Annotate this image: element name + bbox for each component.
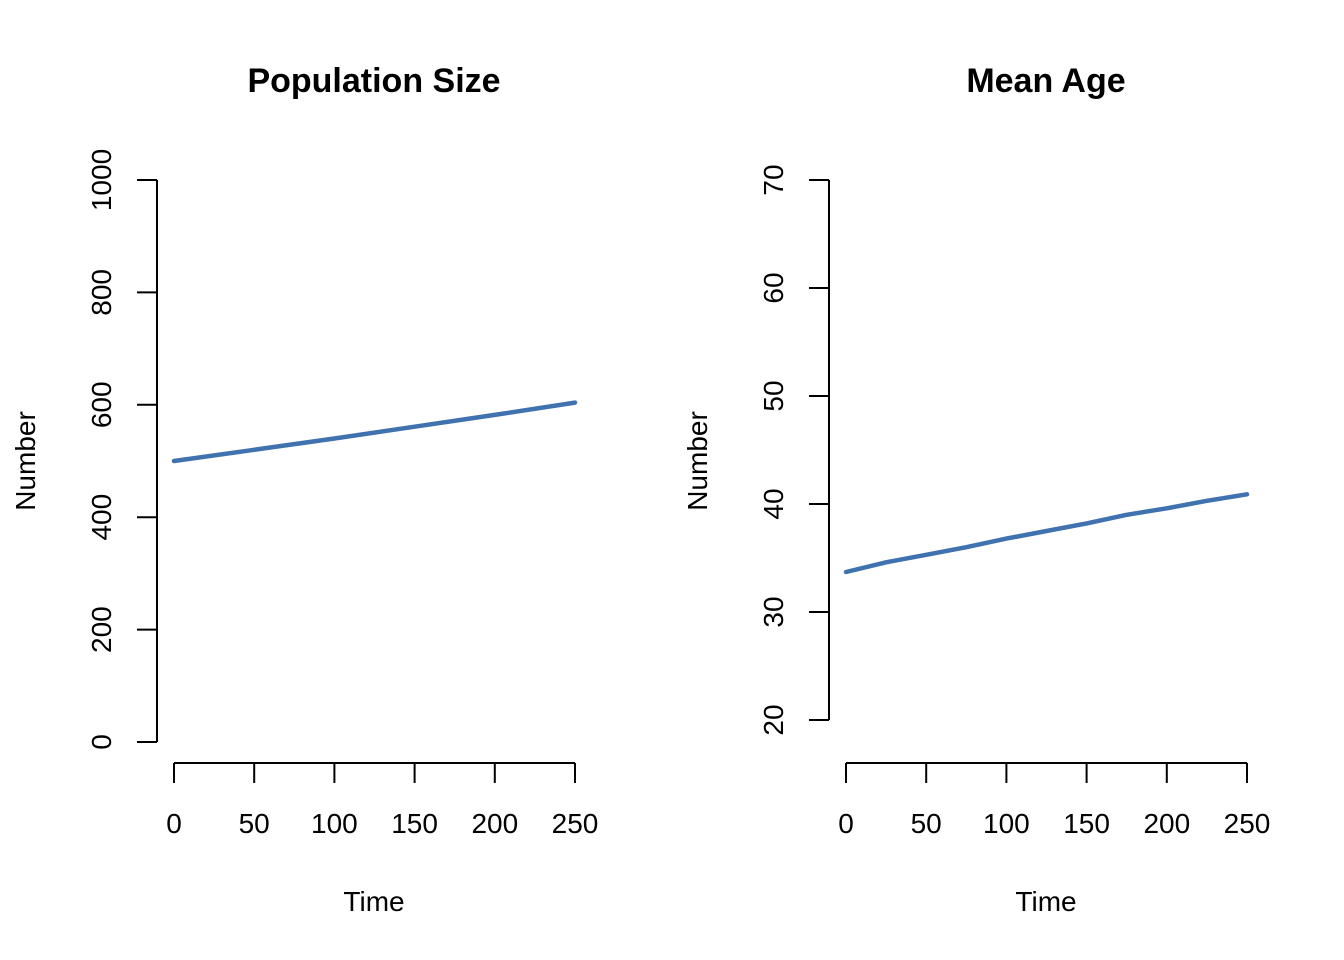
x-tick-label: 250 xyxy=(1224,808,1271,839)
x-tick-label: 50 xyxy=(911,808,942,839)
y-tick-label: 40 xyxy=(758,488,789,519)
population-size-panel: Population Size Time Number 0 50 100 150 200… xyxy=(10,62,598,917)
x-tick-label: 150 xyxy=(391,808,438,839)
y-tick-label: 70 xyxy=(758,164,789,195)
x-tick-label: 250 xyxy=(552,808,599,839)
y-axis-label: Number xyxy=(682,411,713,511)
y-tick-label: 1000 xyxy=(86,149,117,211)
x-tick-label: 200 xyxy=(1143,808,1190,839)
x-tick-label: 50 xyxy=(239,808,270,839)
y-tick-label: 600 xyxy=(86,381,117,428)
y-tick-label: 0 xyxy=(86,734,117,750)
chart-title: Mean Age xyxy=(966,62,1125,100)
x-axis-label: Time xyxy=(343,886,404,917)
y-axis-label: Number xyxy=(10,411,41,511)
chart-title: Population Size xyxy=(247,62,500,100)
x-tick-label: 150 xyxy=(1063,808,1110,839)
x-tick-label: 0 xyxy=(166,808,182,839)
y-tick-label: 20 xyxy=(758,704,789,735)
y-tick-label: 50 xyxy=(758,380,789,411)
x-axis-label: Time xyxy=(1015,886,1076,917)
series-line xyxy=(843,492,1250,575)
y-tick-label: 400 xyxy=(86,494,117,541)
x-tick-label: 100 xyxy=(983,808,1030,839)
x-tick-label: 100 xyxy=(311,808,358,839)
y-tick-label: 60 xyxy=(758,272,789,303)
y-tick-label: 800 xyxy=(86,269,117,316)
series-line xyxy=(171,400,578,464)
y-tick-label: 30 xyxy=(758,596,789,627)
x-tick-label: 0 xyxy=(838,808,854,839)
x-tick-label: 200 xyxy=(471,808,518,839)
y-tick-label: 200 xyxy=(86,606,117,653)
mean-age-panel: Mean Age Time Number 0 50 100 150 200 250 20 30… xyxy=(682,62,1270,917)
